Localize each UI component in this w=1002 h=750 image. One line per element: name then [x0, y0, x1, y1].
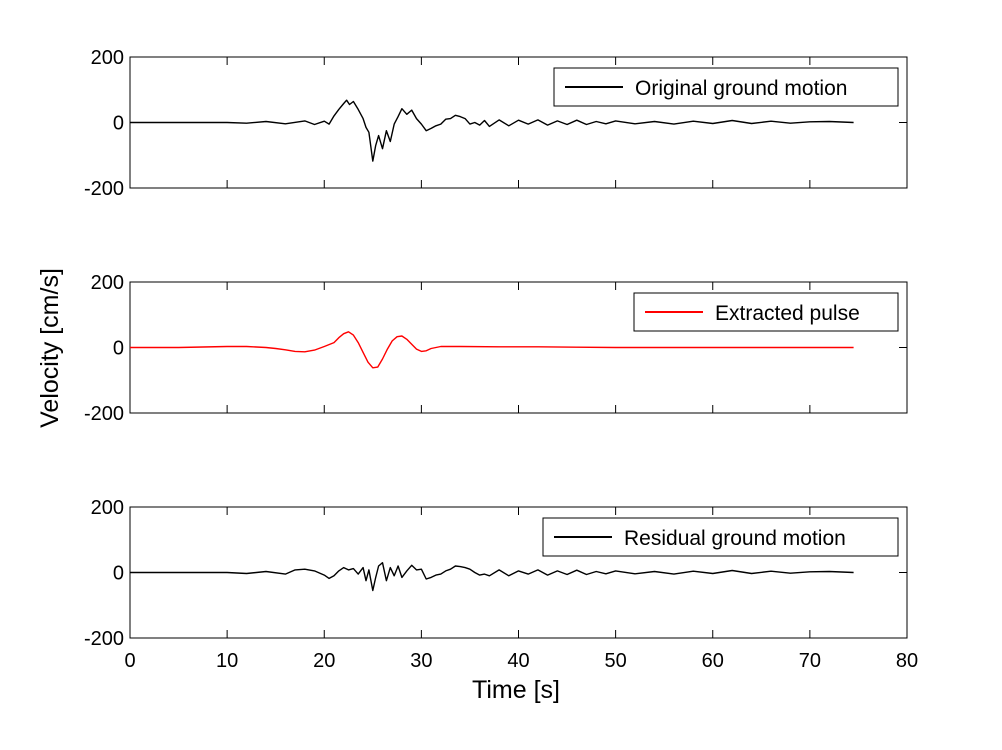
y-tick-label: 200	[91, 497, 124, 519]
x-tick-label: 60	[702, 650, 724, 672]
x-tick-label: 70	[799, 650, 821, 672]
x-tick-label: 80	[896, 650, 918, 672]
x-tick-label: 0	[124, 650, 135, 672]
series-layer	[130, 562, 854, 592]
legend: Extracted pulse	[633, 292, 899, 332]
series-line	[130, 99, 854, 162]
y-axis-label: Velocity [cm/s]	[36, 268, 64, 428]
x-tick-label: 40	[507, 650, 529, 672]
x-tick-labels: 0 10 20 30 40 50 60 70 80	[124, 650, 918, 672]
y-tick-labels: -200 0 200	[84, 497, 124, 650]
x-tick-label: 20	[313, 650, 335, 672]
x-tick-label: 30	[410, 650, 432, 672]
x-axis-label: Time [s]	[472, 676, 560, 704]
y-tick-label: -200	[84, 628, 124, 650]
y-tick-label: 200	[91, 272, 124, 294]
tick-marks	[129, 56, 908, 189]
y-tick-label: 0	[113, 338, 124, 360]
legend-label: Extracted pulse	[715, 302, 860, 325]
x-tick-label: 50	[605, 650, 627, 672]
y-tick-label: 0	[113, 563, 124, 585]
legend: Residual ground motion	[542, 517, 899, 557]
legend-label: Original ground motion	[635, 77, 847, 100]
legend: Original ground motion	[553, 67, 899, 107]
series-layer	[130, 99, 854, 162]
x-tick-label: 10	[216, 650, 238, 672]
y-tick-labels: -200 0 200	[84, 272, 124, 425]
series-line	[130, 562, 854, 592]
y-tick-label: -200	[84, 403, 124, 425]
y-tick-label: 0	[113, 113, 124, 135]
tick-marks	[129, 281, 908, 414]
y-tick-label: 200	[91, 47, 124, 69]
panel-extracted-pulse: -200 0 200 Extracted pulse	[84, 272, 908, 425]
series-line	[130, 331, 854, 369]
panel-original-ground-motion: -200 0 200 Original ground motion	[84, 47, 908, 200]
y-tick-label: -200	[84, 178, 124, 200]
y-tick-labels: -200 0 200	[84, 47, 124, 200]
legend-label: Residual ground motion	[624, 527, 846, 550]
series-layer	[130, 331, 854, 369]
